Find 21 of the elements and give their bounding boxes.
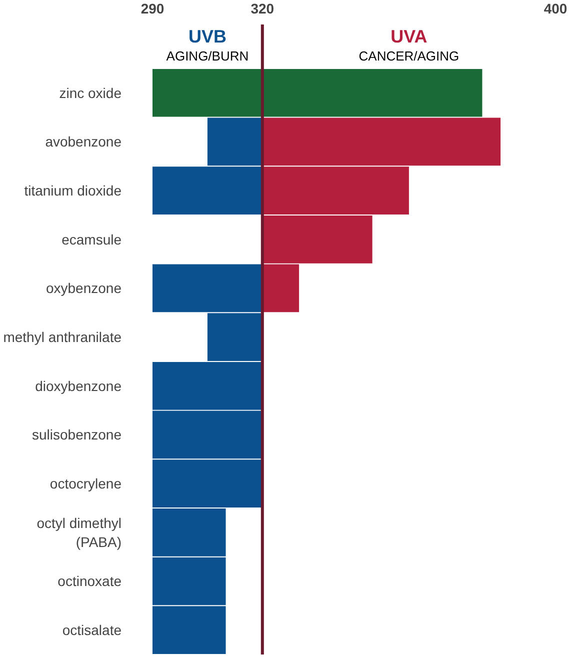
bar — [262, 68, 482, 117]
annotation: UVA — [390, 26, 428, 47]
y-tick-label: zinc oxide — [59, 84, 122, 101]
annotation: UVB — [188, 26, 226, 47]
x-tick-label: 290 — [140, 0, 164, 16]
y-tick-label: dioxybenzone — [35, 378, 122, 394]
y-tick-label: ecamsule — [62, 231, 122, 248]
y-tick-label: titanium dioxide — [24, 182, 122, 199]
bar — [152, 68, 262, 117]
y-tick-label: sulisobenzone — [32, 426, 122, 443]
y-tick-label: avobenzone — [45, 134, 122, 150]
y-tick-label: methyl anthranilate — [3, 329, 122, 346]
x-tick-label: 400 — [544, 0, 568, 16]
y-tick-label: octinoxate — [58, 573, 122, 590]
y-tick-label: octisalate — [62, 622, 122, 638]
y-tick-label: oxybenzone — [46, 280, 122, 296]
y-tick-label: octyl dimethyl (PABA) — [36, 514, 122, 550]
x-tick-label: 320 — [250, 0, 274, 16]
y-tick-label: octocrylene — [50, 476, 122, 492]
annotation: CANCER/AGING — [358, 48, 460, 64]
annotation: AGING/BURN — [166, 48, 249, 64]
